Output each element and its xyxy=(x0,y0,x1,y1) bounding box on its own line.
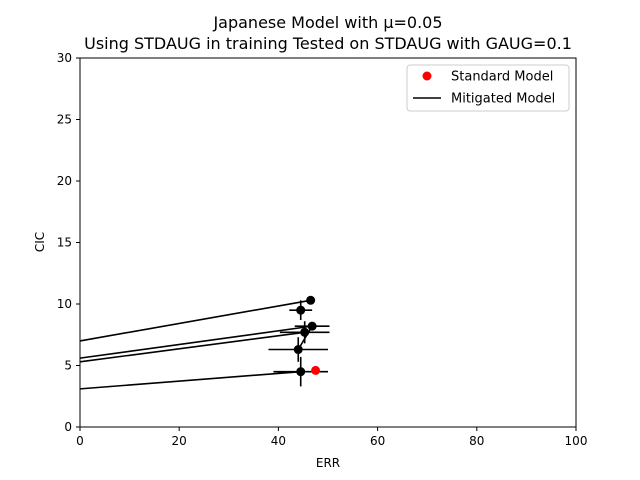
x-tick-label: 40 xyxy=(271,434,286,448)
legend-box xyxy=(406,64,570,112)
mitigated-point xyxy=(307,321,317,331)
x-tick-label: 80 xyxy=(469,434,484,448)
standard-point xyxy=(311,365,321,375)
y-tick-label: 15 xyxy=(57,236,72,250)
mitigated-point xyxy=(296,367,306,377)
x-tick-label: 20 xyxy=(172,434,187,448)
mitigated-point xyxy=(293,345,303,355)
y-axis-label: CIC xyxy=(33,232,47,252)
y-tick-label: 0 xyxy=(64,420,72,434)
x-tick-label: 60 xyxy=(370,434,385,448)
mitigated-point xyxy=(296,305,306,315)
legend-label: Mitigated Model xyxy=(451,92,555,107)
y-tick-label: 30 xyxy=(57,51,72,65)
y-tick-label: 5 xyxy=(64,359,72,373)
x-tick-label: 0 xyxy=(76,434,84,448)
mitigated-series-line xyxy=(79,370,301,390)
legend-marker-point xyxy=(422,71,432,81)
chart-subtitle: Using STDAUG in training Tested on STDAU… xyxy=(84,34,572,53)
mitigated-series-line xyxy=(79,331,305,363)
chart-title: Japanese Model with μ=0.05 xyxy=(212,13,442,32)
mitigated-point xyxy=(306,295,316,305)
mitigated-point xyxy=(300,327,310,337)
y-tick-label: 10 xyxy=(57,297,72,311)
mitigated-series-line xyxy=(79,325,313,359)
x-tick-label: 100 xyxy=(565,434,588,448)
mitigated-series-line xyxy=(79,299,311,342)
plot-area: 0 20 40 60 80 100 0 5 10 15 20 25 30 xyxy=(57,51,588,448)
legend-label: Standard Model xyxy=(451,70,553,85)
legend: Standard Model Mitigated Model xyxy=(406,64,570,112)
y-tick-label: 25 xyxy=(57,113,72,127)
y-tick-label: 20 xyxy=(57,174,72,188)
x-axis-label: ERR xyxy=(316,456,340,470)
